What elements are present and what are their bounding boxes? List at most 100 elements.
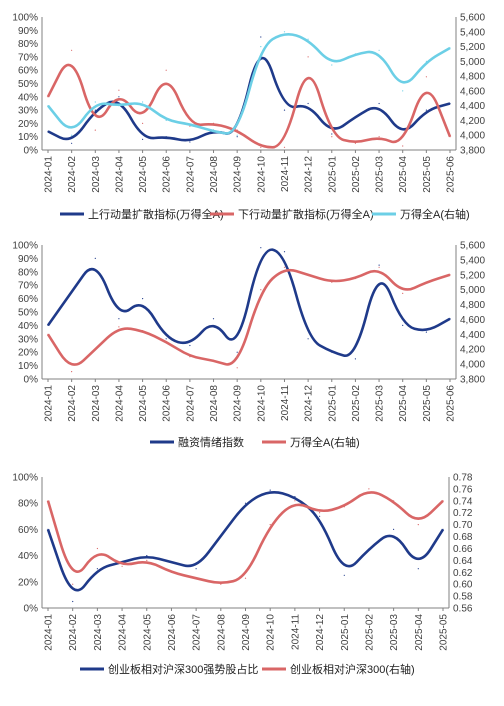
- x-tick-label: 2024-04: [118, 614, 129, 651]
- series-point: [343, 506, 345, 508]
- series-point: [331, 136, 333, 138]
- series-point: [142, 138, 144, 140]
- x-tick-label: 2024-11: [280, 156, 291, 192]
- series-point: [331, 64, 333, 66]
- series-point: [47, 96, 49, 98]
- x-tick-label: 2024-12: [304, 385, 315, 422]
- x-tick-label: 2025-03: [375, 156, 386, 193]
- legend-label: 万得全A(右轴): [290, 435, 360, 449]
- y-left-tick-label: 10%: [18, 361, 38, 372]
- x-tick-label: 2024-06: [162, 156, 173, 193]
- series-point: [71, 142, 73, 144]
- series-point: [118, 318, 120, 320]
- y-right-tick-label: 5,400: [460, 27, 485, 38]
- y-right-tick-label: 4,200: [460, 116, 485, 127]
- series-point: [165, 69, 167, 71]
- series-point: [269, 524, 271, 526]
- y-left-tick-label: 20%: [18, 577, 38, 588]
- y-left-tick-label: 20%: [18, 348, 38, 359]
- legend-label: 融资情绪指数: [178, 435, 244, 449]
- series-point: [307, 102, 309, 105]
- x-tick-label: 2024-06: [162, 385, 173, 422]
- series-point: [236, 129, 238, 131]
- series-line-0: [46, 491, 445, 592]
- y-right-tick-label: 0.64: [453, 556, 473, 567]
- y-right-tick-label: 0.62: [453, 568, 473, 579]
- y-right-tick-label: 5,400: [460, 255, 485, 266]
- x-tick-label: 2024-03: [91, 156, 102, 193]
- x-tick-label: 2024-11: [280, 385, 291, 421]
- y-right-tick-label: 4,400: [460, 330, 485, 341]
- y-left-tick-label: 50%: [18, 79, 38, 90]
- x-tick-label: 2024-01: [44, 614, 55, 651]
- series-point: [212, 359, 215, 361]
- series-point: [260, 36, 262, 38]
- x-tick-label: 2024-03: [91, 385, 102, 422]
- series-point: [425, 109, 427, 111]
- series-point: [244, 502, 247, 504]
- series-point: [354, 142, 356, 144]
- chart-panel-momentum: 0% 10% 20% 30% 40% 50% 60% 70% 80% 90% 100% 3,800 4,…: [12, 13, 485, 222]
- y-left-tick-label: 90%: [18, 26, 38, 37]
- y-right-tick-label: 3,800: [460, 375, 485, 386]
- y-left-tick-label: 10%: [18, 132, 38, 143]
- series-point: [378, 266, 380, 268]
- series-point: [94, 129, 96, 131]
- series-point: [47, 500, 49, 502]
- series-point: [121, 565, 123, 567]
- x-tick-label: 2024-05: [138, 385, 149, 422]
- y-right-tick-label: 0.78: [453, 473, 473, 484]
- series-point: [307, 338, 309, 340]
- y-left-tick-label: 100%: [12, 13, 38, 24]
- series-point: [269, 489, 271, 491]
- series-point: [47, 324, 49, 326]
- series-point: [118, 96, 120, 98]
- series-point: [368, 488, 370, 490]
- x-tick-label: 2024-07: [185, 156, 196, 193]
- series-point: [236, 134, 238, 136]
- y-right-tick-label: 0.76: [453, 484, 473, 495]
- x-tick-label: 2024-05: [142, 614, 153, 651]
- y-right-tick-label: 0.72: [453, 508, 473, 519]
- series-point: [442, 500, 444, 502]
- series-line-1: [46, 491, 444, 584]
- x-tick-label: 2024-10: [256, 385, 267, 422]
- y-left-tick-label: 60%: [18, 525, 38, 536]
- series-point: [354, 358, 356, 360]
- x-tick-label: 2024-11: [290, 614, 301, 650]
- series-point: [170, 561, 172, 563]
- y-left-tick-label: 40%: [18, 92, 38, 103]
- y-left-tick-label: 80%: [18, 39, 38, 50]
- y-right-tick-label: 4,200: [460, 345, 485, 356]
- series-point: [425, 281, 427, 283]
- y-left-tick-label: 0%: [24, 375, 39, 386]
- y-left-tick-label: 80%: [18, 499, 38, 510]
- series-point: [189, 123, 191, 125]
- x-tick-label: 2024-07: [192, 614, 203, 651]
- series-point: [236, 367, 238, 369]
- series-point: [71, 371, 73, 373]
- series-point: [449, 47, 451, 49]
- series-point: [402, 324, 404, 326]
- x-tick-label: 2024-01: [44, 156, 55, 193]
- x-tick-label: 2024-02: [67, 156, 78, 193]
- x-tick-label: 2024-02: [67, 385, 78, 422]
- y-left-tick-label: 0%: [24, 146, 39, 157]
- series-point: [96, 547, 98, 550]
- series-point: [212, 122, 215, 124]
- x-tick-label: 2025-01: [340, 614, 351, 651]
- legend-label: 创业板相对沪深300(右轴): [290, 662, 415, 676]
- series-point: [378, 264, 380, 266]
- series-point: [331, 133, 333, 135]
- series-point: [47, 333, 49, 335]
- series-point: [260, 146, 262, 148]
- series-point: [47, 528, 49, 531]
- series-point: [244, 577, 247, 579]
- series-point: [402, 90, 404, 92]
- y-right-tick-label: 3,800: [460, 146, 485, 157]
- series-line-0: [46, 248, 451, 357]
- y-left-tick-label: 30%: [18, 334, 38, 345]
- series-point: [319, 512, 321, 514]
- series-point: [118, 326, 120, 328]
